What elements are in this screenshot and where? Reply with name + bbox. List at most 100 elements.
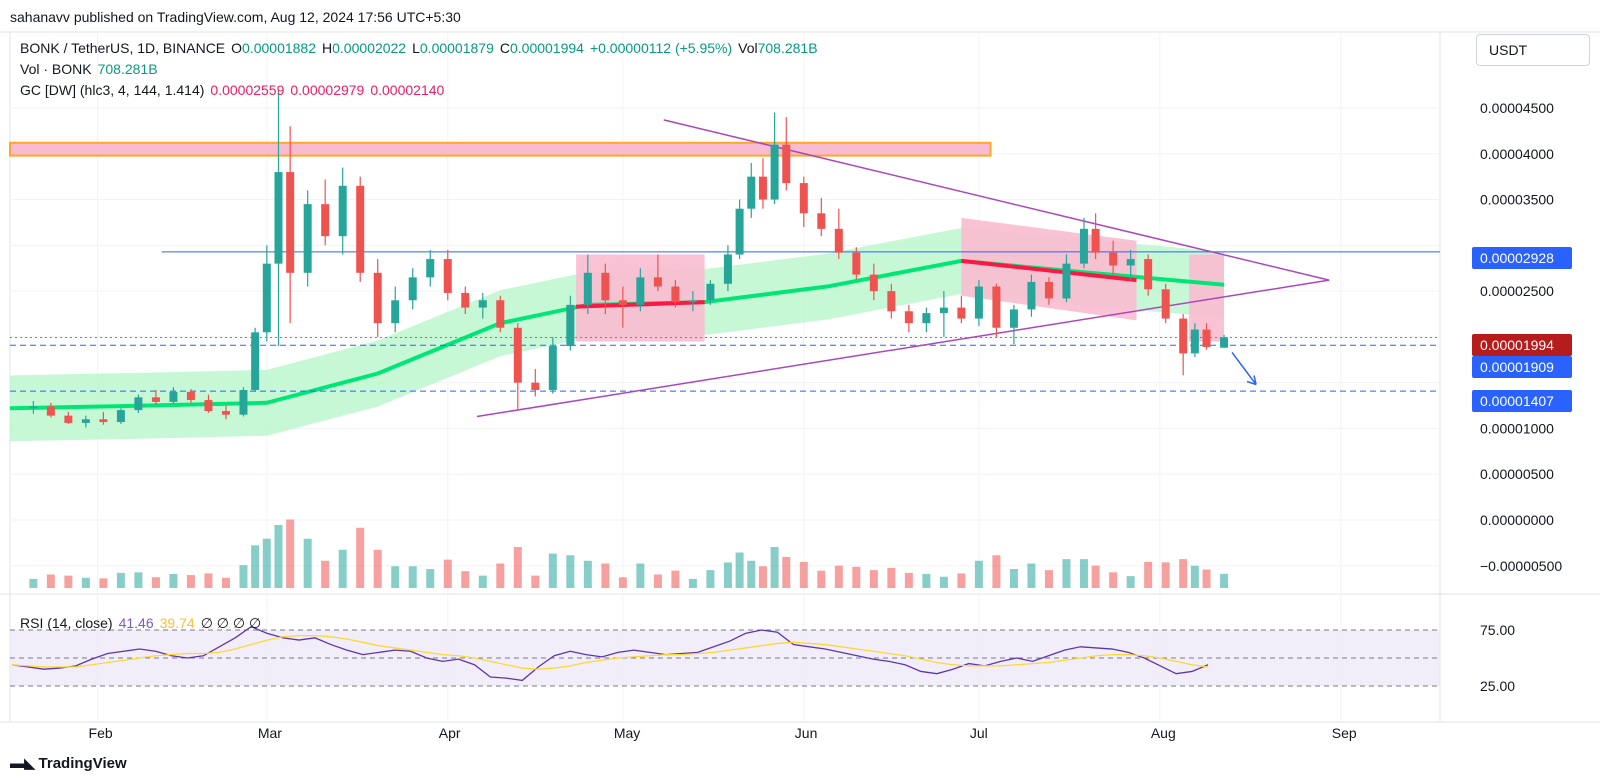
volume-bar xyxy=(1079,559,1088,588)
volume-bar xyxy=(1009,569,1018,588)
currency-selector[interactable]: USDT xyxy=(1476,34,1590,66)
tv-logo-icon: ▬◣ xyxy=(10,755,36,772)
volume-bar xyxy=(799,561,808,588)
candle-body xyxy=(274,172,283,264)
volume-bar xyxy=(817,570,826,588)
candle-body xyxy=(151,397,160,402)
gc-legend: GC [DW] (hlc3, 4, 144, 1.414) 0.00002559 0… xyxy=(20,82,450,98)
candle-body xyxy=(99,419,108,423)
candle-body xyxy=(636,277,645,305)
volume-bar xyxy=(221,577,230,588)
volume-bar xyxy=(974,560,983,588)
rsi-tick-label: 75.00 xyxy=(1480,622,1515,638)
vol-value: 708.281B xyxy=(757,40,818,56)
volume-bar xyxy=(134,572,143,588)
volume-bar xyxy=(852,566,861,588)
candle-body xyxy=(303,204,312,273)
volume-bar xyxy=(723,562,732,588)
candle-body xyxy=(1044,281,1053,299)
volume-bar xyxy=(747,560,756,588)
volume-bar xyxy=(531,575,540,588)
volume-bar xyxy=(618,577,627,588)
candle-body xyxy=(904,311,913,324)
volume-bar xyxy=(636,563,645,588)
low-value: 0.00001879 xyxy=(419,40,494,56)
tradingview-logo[interactable]: ▬◣ TradingView xyxy=(10,754,127,772)
volume-bar xyxy=(338,549,347,588)
volume-bar xyxy=(321,560,330,588)
volume-bar xyxy=(1144,561,1153,588)
volume-bar xyxy=(29,578,38,588)
volume-bar xyxy=(1109,572,1118,588)
candle-body xyxy=(834,228,843,253)
gc-value-3: 0.00002140 xyxy=(370,82,445,98)
rsi-legend: RSI (14, close) 41.46 39.74 ∅ ∅ ∅ ∅ xyxy=(20,615,267,632)
candle-body xyxy=(513,327,522,383)
change-value: +0.00000112 (+5.95%) xyxy=(589,40,733,56)
candle-body xyxy=(496,300,505,328)
volume-bar xyxy=(186,575,195,588)
volume-bar xyxy=(706,570,715,588)
volume-bar xyxy=(303,538,312,588)
candle-body xyxy=(286,172,295,273)
volume-bar xyxy=(356,527,365,588)
triangle-lower-line xyxy=(476,279,1330,418)
candle-body xyxy=(1161,289,1170,319)
volume-bar xyxy=(1027,563,1036,588)
candle-body xyxy=(548,346,557,390)
open-label: O xyxy=(231,40,243,56)
price-tick-label: 0.00003500 xyxy=(1480,192,1554,208)
candle-body xyxy=(204,400,213,412)
volume-bar xyxy=(251,545,260,588)
volume-bar xyxy=(169,573,178,588)
volume-bar xyxy=(81,577,90,588)
volume-bar xyxy=(373,549,382,588)
time-tick-label: Apr xyxy=(439,725,461,741)
candle-body xyxy=(1144,259,1153,290)
volume-bar xyxy=(758,566,767,588)
volume-bar xyxy=(1062,559,1071,588)
time-tick-label: Mar xyxy=(258,725,282,741)
candle-body xyxy=(992,286,1001,328)
volume-bar xyxy=(688,578,697,588)
gc-value-2: 0.00002979 xyxy=(290,82,365,98)
volume-bar xyxy=(1220,573,1229,588)
volume-bar xyxy=(496,563,505,588)
candle-body xyxy=(1091,228,1100,253)
brand-name: TradingView xyxy=(38,755,127,772)
volume-bar xyxy=(653,574,662,588)
candle-body xyxy=(747,176,756,209)
candle-body xyxy=(1009,309,1018,328)
close-value: 0.00001994 xyxy=(509,40,584,56)
volume-bar xyxy=(869,570,878,588)
candle-body xyxy=(1126,259,1135,266)
candle-body xyxy=(186,391,195,401)
volume-bar xyxy=(513,547,522,588)
price-tick-label: −0.00000500 xyxy=(1480,558,1562,574)
resistance-price-tag: 0.00002928 xyxy=(1472,247,1572,269)
candle-body xyxy=(338,185,347,237)
candle-body xyxy=(799,183,808,214)
forecast-arrow-shaft xyxy=(1231,352,1257,385)
volume-bar xyxy=(770,547,779,588)
volume-bar xyxy=(834,565,843,588)
forecast-arrow-head xyxy=(1246,375,1257,386)
volume-bar xyxy=(1202,569,1211,588)
candle-body xyxy=(391,300,400,324)
gc-label: GC [DW] (hlc3, 4, 144, 1.414) xyxy=(20,82,205,98)
price-tick-label: 0.00000500 xyxy=(1480,466,1554,482)
symbol-legend: BONK / TetherUS, 1D, BINANCE O0.00001882 H… xyxy=(20,40,824,56)
high-label: H xyxy=(322,40,333,56)
rsi-value: 41.46 xyxy=(118,615,154,631)
time-tick-label: Aug xyxy=(1151,725,1176,741)
gc-value-1: 0.00002559 xyxy=(210,82,285,98)
candle-body xyxy=(1190,329,1199,354)
candle-body xyxy=(426,259,435,278)
volume-bar xyxy=(478,575,487,588)
open-value: 0.00001882 xyxy=(242,40,316,56)
candle-body xyxy=(443,259,452,293)
candle-body xyxy=(706,283,715,301)
candle-body xyxy=(134,397,143,411)
volume-bar xyxy=(939,576,948,588)
